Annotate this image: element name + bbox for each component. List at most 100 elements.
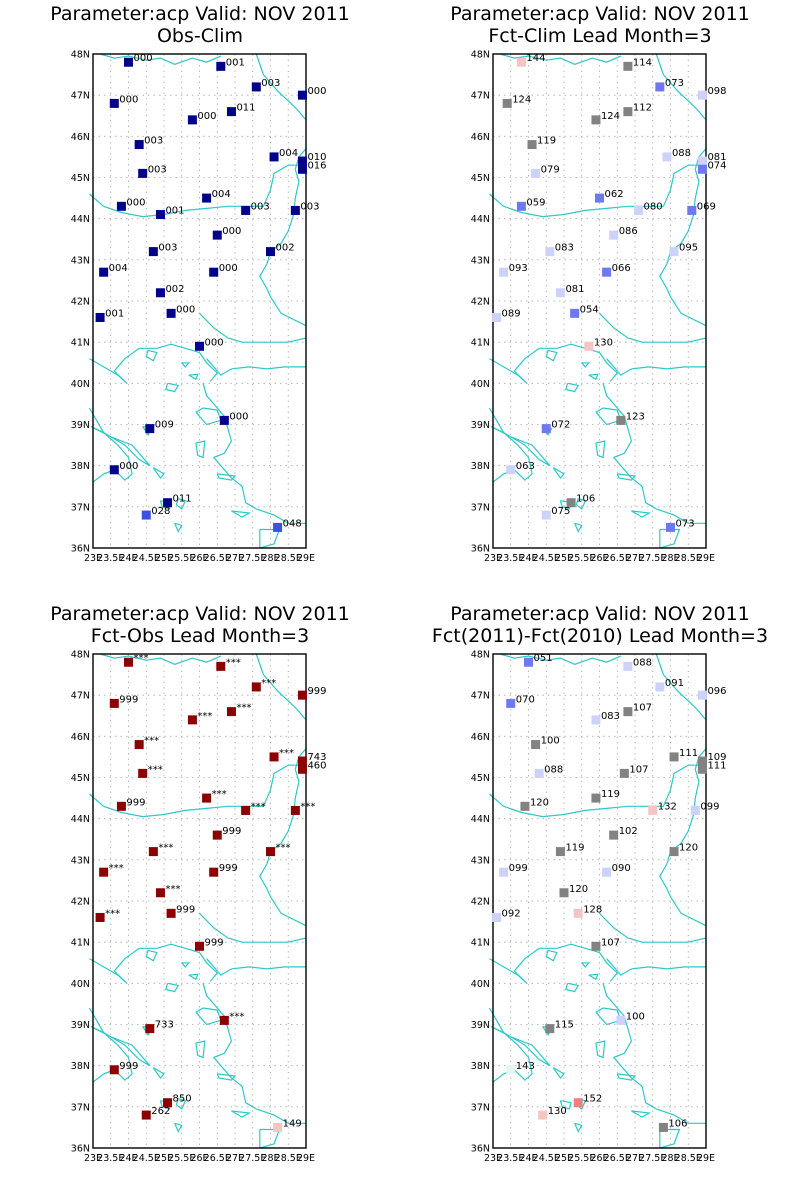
gridlines — [93, 54, 306, 548]
gridlines — [493, 54, 706, 548]
lon-tick-label: 28.5E — [675, 553, 702, 564]
station-value-label: 999 — [205, 937, 224, 948]
lat-tick-label: 43N — [71, 855, 90, 866]
coastline — [659, 1128, 681, 1149]
lon-tick-label: 23.5E — [497, 1153, 524, 1164]
lat-tick-label: 41N — [471, 338, 490, 349]
station-value-label: 081 — [707, 152, 726, 163]
lon-tick-label: 25.5E — [568, 1153, 595, 1164]
station-value-label: 000 — [205, 337, 224, 348]
lon-tick-label: 27E — [626, 553, 644, 564]
lat-tick-label: 45N — [71, 773, 90, 784]
station-value-label: 743 — [307, 752, 326, 763]
lon-tick-label: 24E — [519, 1153, 537, 1164]
lon-tick-label: 23E — [484, 1153, 502, 1164]
coastline — [599, 912, 707, 943]
station-value-label: 152 — [583, 1094, 602, 1105]
coastline — [89, 943, 219, 984]
lat-tick-label: 40N — [471, 979, 490, 990]
station-marker — [163, 498, 173, 508]
station-value-label: 120 — [530, 797, 549, 808]
station-value-label: 003 — [300, 201, 319, 212]
map-panel-fct-diff: Parameter:acp Valid: NOV 2011 Fct(2011)-F… — [400, 600, 800, 1200]
lat-tick-label: 48N — [471, 650, 490, 661]
station-marker — [166, 308, 176, 318]
station-marker — [623, 61, 633, 71]
station-marker — [697, 756, 707, 766]
station-value-label: 111 — [707, 760, 726, 771]
station-value-label: 016 — [307, 160, 326, 171]
title-line-2: Fct(2011)-Fct(2010) Lead Month=3 — [432, 625, 768, 647]
station-value-label: 093 — [509, 263, 528, 274]
coastline — [90, 1026, 151, 1067]
title-line-1: Parameter:acp Valid: NOV 2011 — [450, 3, 750, 25]
lon-tick-label: 27E — [226, 553, 244, 564]
map-frame — [92, 53, 307, 549]
station-marker — [216, 61, 226, 71]
station-marker — [297, 690, 307, 700]
station-marker — [145, 1024, 155, 1034]
coastline — [255, 53, 307, 121]
station-marker — [141, 1110, 151, 1120]
station-marker — [506, 698, 516, 708]
coastline — [174, 522, 183, 533]
station-marker — [202, 193, 212, 203]
station-value-label: 099 — [700, 801, 719, 812]
station-marker — [109, 465, 119, 475]
lon-tick-label: 26.5E — [604, 1153, 631, 1164]
station-marker — [609, 230, 619, 240]
lon-tick-label: 27.5E — [639, 553, 666, 564]
lat-tick-label: 48N — [71, 50, 90, 61]
lon-tick-label: 23.5E — [97, 553, 124, 564]
station-marker — [209, 867, 219, 877]
lat-tick-label: 38N — [471, 1061, 490, 1072]
station-marker — [273, 522, 283, 532]
lon-tick-label: 27E — [626, 1153, 644, 1164]
lon-tick-label: 25.5E — [168, 1153, 195, 1164]
station-value-label: *** — [229, 1011, 244, 1022]
station-value-label: 070 — [516, 694, 535, 705]
lat-tick-label: 43N — [71, 255, 90, 266]
station-value-label: *** — [212, 789, 227, 800]
lon-tick-label: 28.5E — [675, 1153, 702, 1164]
station-marker — [195, 341, 204, 351]
station-marker — [570, 308, 580, 318]
station-marker — [545, 1024, 555, 1034]
station-marker — [99, 267, 109, 277]
lon-tick-label: 28E — [661, 553, 679, 564]
map-panel-fct-obs: Parameter:acp Valid: NOV 2011 Fct-Obs Lea… — [0, 600, 400, 1200]
station-marker — [591, 715, 601, 725]
station-value-label: 119 — [565, 843, 584, 854]
coastline — [599, 312, 707, 343]
station-marker — [251, 82, 261, 92]
coastline — [231, 1110, 252, 1118]
station-marker — [269, 752, 279, 762]
station-marker — [566, 498, 576, 508]
station-marker — [516, 57, 526, 67]
station-marker — [573, 908, 583, 918]
station-value-label: 074 — [707, 160, 726, 171]
station-marker — [492, 312, 502, 322]
station-marker — [141, 510, 151, 520]
station-marker — [648, 805, 658, 815]
station-value-label: 011 — [173, 494, 192, 505]
station-value-label: *** — [276, 843, 291, 854]
station-value-label: 000 — [219, 263, 238, 274]
station-value-label: 086 — [619, 226, 638, 237]
lat-tick-label: 47N — [471, 691, 490, 702]
station-value-label: 123 — [626, 411, 645, 422]
coastline — [89, 343, 219, 384]
lon-tick-label: 26E — [190, 553, 208, 564]
station-value-label: 115 — [555, 1020, 574, 1031]
station-value-label: *** — [158, 843, 173, 854]
station-marker — [662, 152, 672, 162]
lon-tick-label: 28E — [261, 1153, 279, 1164]
station-value-label: 000 — [119, 461, 138, 472]
lon-tick-label: 26E — [590, 553, 608, 564]
lon-tick-label: 24.5E — [133, 1153, 160, 1164]
coastline — [99, 53, 222, 65]
lat-tick-label: 44N — [71, 814, 90, 825]
coastline — [195, 1007, 222, 1026]
